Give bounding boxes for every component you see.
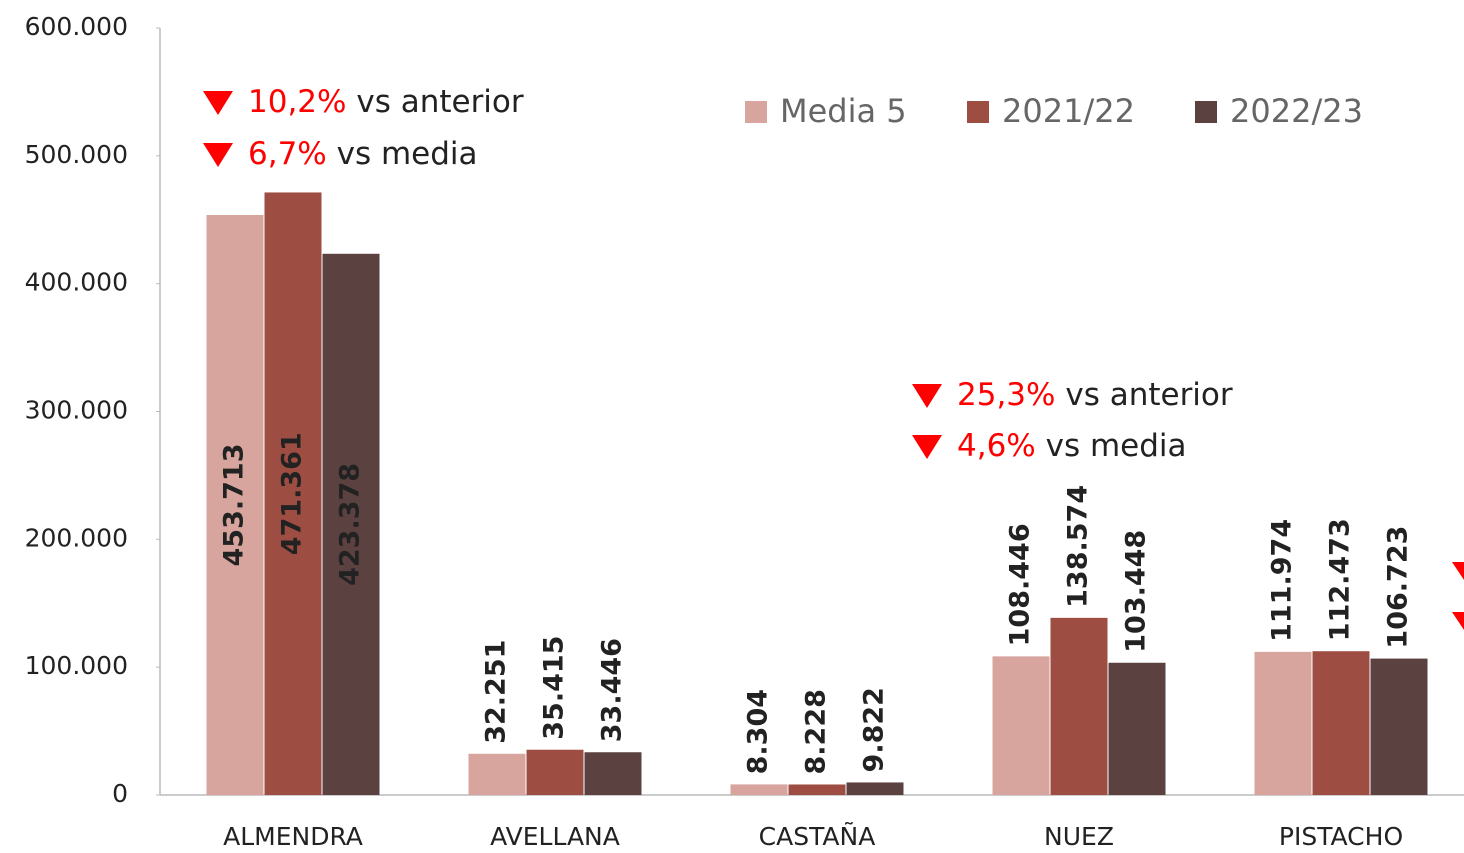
legend-swatch (745, 101, 767, 123)
legend-swatch (1195, 101, 1217, 123)
x-tick-label: CASTAÑA (759, 821, 876, 851)
bar (1108, 662, 1166, 795)
annotation-text: vs anterior (1065, 377, 1233, 413)
data-label: 8.304 (743, 689, 774, 774)
data-label: 112.473 (1325, 518, 1356, 641)
y-tick-label: 400.000 (25, 268, 128, 297)
y-tick-label: 500.000 (25, 140, 128, 169)
bar (992, 656, 1050, 795)
data-label: 9.822 (859, 687, 890, 772)
data-label: 33.446 (597, 638, 628, 742)
bar (468, 753, 526, 795)
data-label: 138.574 (1063, 485, 1094, 608)
data-label: 471.361 (277, 432, 308, 555)
bar (206, 215, 264, 796)
arrow-down (1452, 612, 1464, 630)
y-tick-label: 0 (112, 779, 128, 808)
legend-label: Media 5 (780, 92, 907, 130)
x-tick-label: NUEZ (1044, 822, 1114, 851)
x-tick-label: PISTACHO (1279, 822, 1403, 851)
annotation: 25,3% vs anterior (957, 377, 1233, 413)
bar (1312, 651, 1370, 795)
annotation-pct: 4,6% (957, 428, 1036, 464)
bar (322, 253, 380, 795)
annotation: 10,2% vs anterior (248, 84, 524, 120)
annotation-pct: 25,3% (957, 377, 1055, 413)
arrow-down (203, 91, 233, 115)
bar (584, 752, 642, 795)
bar (1050, 617, 1108, 795)
data-label: 111.974 (1267, 519, 1298, 642)
arrow-down (912, 384, 942, 408)
x-tick-label: AVELLANA (490, 822, 620, 851)
y-tick-label: 600.000 (25, 12, 128, 41)
y-tick-label: 200.000 (25, 523, 128, 552)
annotation-text: vs media (1046, 428, 1187, 464)
annotation-text: vs media (337, 136, 478, 172)
annotation-pct: 6,7% (248, 136, 327, 172)
data-label: 106.723 (1383, 526, 1414, 649)
bar (1370, 658, 1428, 795)
legend-label: 2022/23 (1230, 92, 1363, 130)
data-label: 423.378 (335, 463, 366, 586)
annotation-pct: 10,2% (248, 84, 346, 120)
bar (846, 782, 904, 795)
data-label: 103.448 (1121, 530, 1152, 653)
data-label: 8.228 (801, 689, 832, 774)
legend-swatch (967, 101, 989, 123)
arrow-down (203, 143, 233, 167)
bar (526, 749, 584, 795)
bar (1254, 651, 1312, 795)
arrow-down (912, 435, 942, 459)
bar (730, 784, 788, 795)
bar (264, 192, 322, 795)
bar (788, 784, 846, 795)
legend-label: 2021/22 (1002, 92, 1135, 130)
annotation: 6,7% vs media (248, 136, 478, 172)
y-tick-label: 300.000 (25, 396, 128, 425)
arrow-down (1452, 562, 1464, 580)
x-tick-label: ALMENDRA (223, 822, 363, 851)
data-label: 32.251 (481, 640, 512, 744)
y-tick-label: 100.000 (25, 651, 128, 680)
data-label: 453.713 (219, 444, 250, 567)
data-label: 108.446 (1005, 523, 1036, 646)
annotation-text: vs anterior (356, 84, 524, 120)
data-label: 35.415 (539, 636, 570, 740)
annotation: 4,6% vs media (957, 428, 1187, 464)
